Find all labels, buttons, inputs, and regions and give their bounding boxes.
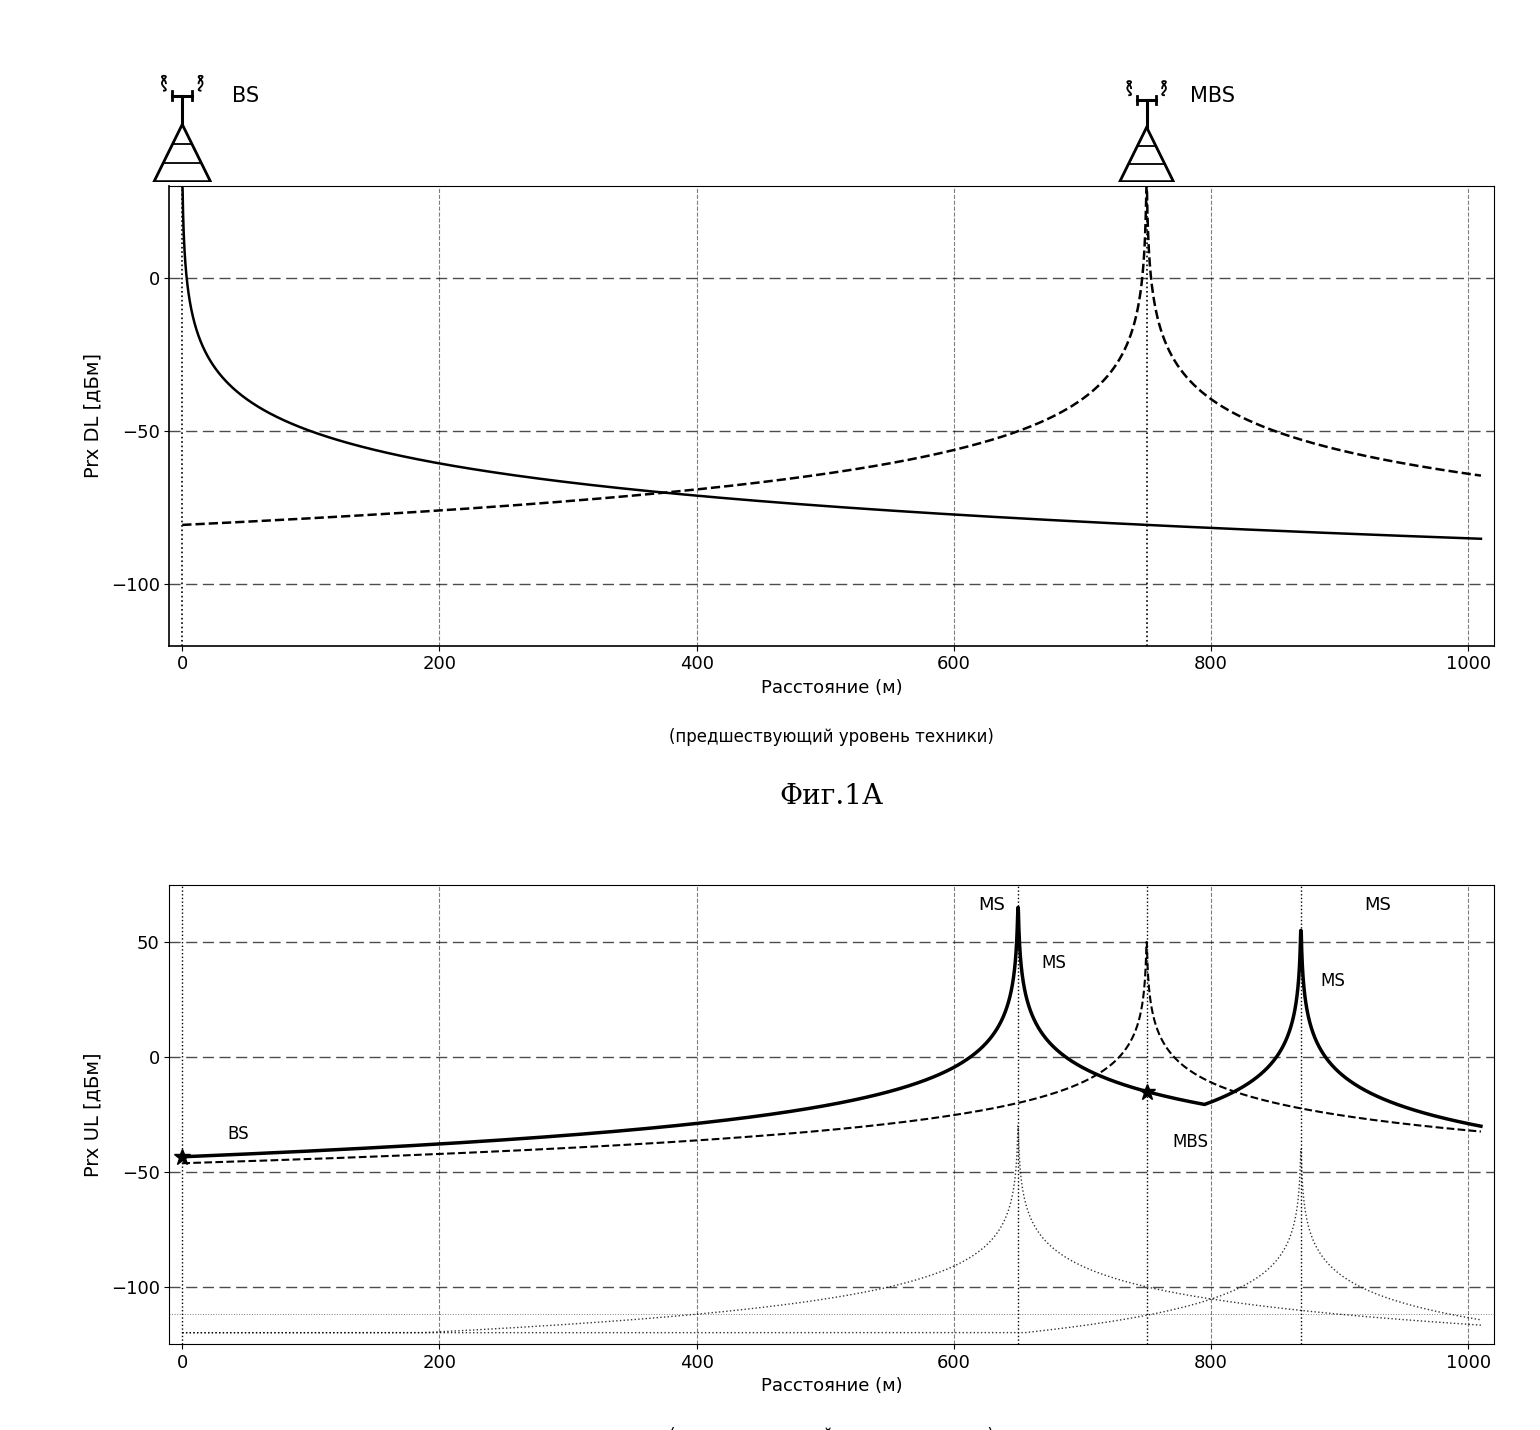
X-axis label: Расстояние (м): Расстояние (м) [761, 1377, 902, 1396]
X-axis label: Расстояние (м): Расстояние (м) [761, 679, 902, 696]
Y-axis label: Prx DL [дБм]: Prx DL [дБм] [83, 353, 102, 478]
Text: (предшествующий уровень техники): (предшествующий уровень техники) [670, 1427, 993, 1430]
Text: MS: MS [1320, 972, 1344, 990]
Text: MS: MS [1041, 954, 1066, 971]
Text: (предшествующий уровень техники): (предшествующий уровень техники) [670, 728, 993, 746]
Text: Фиг.1А: Фиг.1А [779, 784, 884, 811]
Text: MS: MS [978, 897, 1006, 914]
Text: MBS: MBS [1190, 86, 1235, 106]
Text: BS: BS [231, 86, 259, 106]
Text: MS: MS [1364, 897, 1392, 914]
Text: MBS: MBS [1172, 1133, 1209, 1151]
Y-axis label: Prx UL [дБм]: Prx UL [дБм] [83, 1052, 102, 1177]
Text: BS: BS [228, 1125, 249, 1143]
